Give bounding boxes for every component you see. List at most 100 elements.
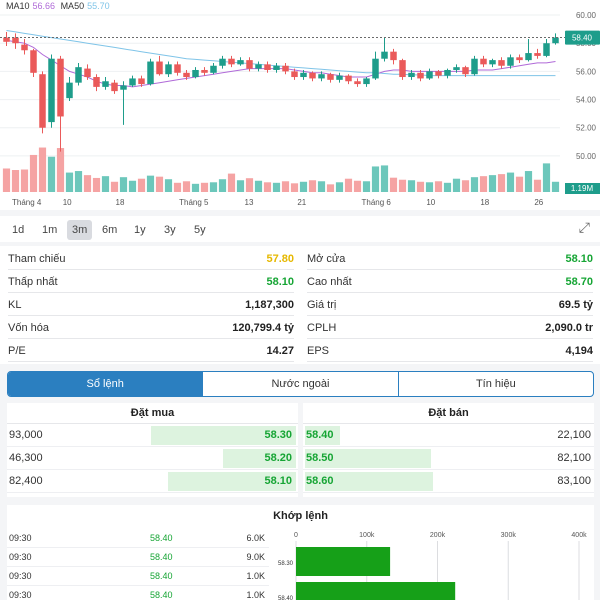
volume-bar: [2, 168, 11, 192]
candle-body: [201, 69, 208, 73]
candle-body: [480, 58, 487, 65]
candle-body: [210, 65, 217, 73]
sell-row[interactable]: 58.50 82,100: [303, 447, 594, 470]
volume-bar: [236, 180, 245, 192]
vbp-price-label: 58.30: [278, 561, 294, 567]
info-label: Thấp nhất: [8, 276, 58, 288]
volume-bar: [497, 174, 506, 192]
sell-volume: 82,100: [557, 452, 591, 464]
candle-body: [219, 58, 226, 66]
volume-bar: [128, 180, 137, 192]
buy-row[interactable]: 46,300 58.20: [7, 447, 298, 470]
trade-qty: 9.0K: [246, 552, 265, 562]
volume-bar: [416, 181, 425, 192]
sell-row[interactable]: 58.40 22,100: [303, 424, 594, 447]
volume-bar: [506, 172, 515, 192]
candle-body: [363, 78, 370, 85]
trade-price: 58.40: [150, 590, 173, 600]
x-tick-label: 10: [426, 198, 435, 207]
tab-signals[interactable]: Tín hiệu: [397, 372, 593, 396]
volume-bar: [173, 182, 182, 192]
volume-bar: [47, 156, 56, 192]
volume-bar: [299, 181, 308, 192]
ma50-value: 55.70: [87, 1, 110, 11]
sell-depth-bar: [305, 426, 340, 445]
range-tab-1m[interactable]: 1m: [42, 224, 58, 236]
info-row-open: Mở cửa 58.10: [307, 248, 593, 270]
volume-bar: [524, 171, 533, 192]
detail-tabs: Sổ lệnh Nước ngoài Tín hiệu: [7, 371, 594, 397]
expand-icon[interactable]: ⤢: [578, 219, 590, 235]
volume-bar: [155, 176, 164, 192]
candle-body: [489, 60, 496, 65]
x-tick-label: 21: [297, 198, 306, 207]
info-value: 4,194: [565, 345, 593, 357]
volume-bar: [92, 177, 101, 192]
tab-foreign[interactable]: Nước ngoài: [202, 372, 397, 396]
trade-qty: 1.0K: [246, 571, 265, 581]
candle-body: [399, 60, 406, 78]
trade-time: 09:30: [9, 571, 32, 581]
candle-body: [183, 72, 190, 78]
volume-bar: [488, 175, 497, 192]
info-row-ref: Tham chiếu 57.80: [8, 248, 294, 270]
buy-price: 58.30: [264, 429, 292, 441]
candle-body: [381, 51, 388, 59]
volume-bar: [371, 166, 380, 192]
sell-volume: 22,100: [557, 429, 591, 441]
range-tab-3y[interactable]: 3y: [164, 224, 176, 236]
volume-bar: [308, 180, 317, 192]
trade-price: 58.40: [150, 552, 173, 562]
range-tab-1d[interactable]: 1d: [12, 224, 25, 236]
candle-body: [345, 75, 352, 82]
volume-bar: [326, 184, 335, 192]
range-tab-5y[interactable]: 5y: [194, 224, 206, 236]
info-value: 14.27: [266, 345, 294, 357]
candle-body: [48, 58, 55, 123]
volume-bar: [452, 178, 461, 192]
volume-bar: [272, 182, 281, 192]
info-label: Cao nhất: [307, 276, 352, 288]
volume-bar: [218, 179, 227, 192]
trade-row: 09:30 58.40 6.0K: [7, 529, 269, 548]
buy-volume: 82,400: [9, 475, 43, 487]
orderbook-sell: Đặt bán 58.40 22,100 58.50 82,100 58.60 …: [303, 403, 594, 497]
tab-order-book[interactable]: Sổ lệnh: [8, 372, 203, 396]
volume-bar: [110, 181, 119, 192]
volume-bar: [353, 180, 362, 192]
candle-body: [525, 53, 532, 61]
matched-title: Khớp lệnh: [273, 510, 328, 522]
volume-bar: [281, 181, 290, 192]
ma10-label: MA10: [6, 1, 30, 11]
volume-bar: [101, 176, 110, 192]
candlestick-chart[interactable]: 60.0058.0056.0054.0052.0050.0058.401.19M…: [0, 0, 600, 210]
candle-body: [408, 72, 415, 78]
buy-title: Đặt mua: [7, 403, 298, 424]
candle-body: [129, 78, 136, 86]
range-tab-3m[interactable]: 3m: [67, 220, 93, 240]
volume-bar: [425, 182, 434, 192]
buy-volume: 93,000: [9, 429, 43, 441]
vbp-price-label: 58.40: [278, 596, 294, 600]
buy-row[interactable]: 82,400 58.10: [7, 470, 298, 493]
volume-bar: [389, 177, 398, 192]
buy-depth-bar: [168, 472, 296, 491]
vbp-tick-label: 400k: [571, 532, 587, 539]
x-tick-label: 18: [116, 198, 125, 207]
candle-body: [327, 74, 334, 80]
volume-tag-bg: [565, 183, 600, 194]
trade-qty: 1.0K: [246, 590, 265, 600]
range-tab-6m[interactable]: 6m: [102, 224, 118, 236]
vbp-tick-label: 200k: [430, 532, 446, 539]
info-value: 58.10: [565, 253, 593, 265]
candle-body: [417, 72, 424, 79]
candle-body: [192, 69, 199, 78]
vbp-bar: [296, 547, 391, 576]
range-tab-1y[interactable]: 1y: [134, 224, 146, 236]
info-value: 69.5 tỷ: [558, 299, 593, 311]
buy-row[interactable]: 93,000 58.30: [7, 424, 298, 447]
volume-bar: [254, 180, 263, 192]
info-label: Mở cửa: [307, 253, 346, 265]
sell-row[interactable]: 58.60 83,100: [303, 470, 594, 493]
